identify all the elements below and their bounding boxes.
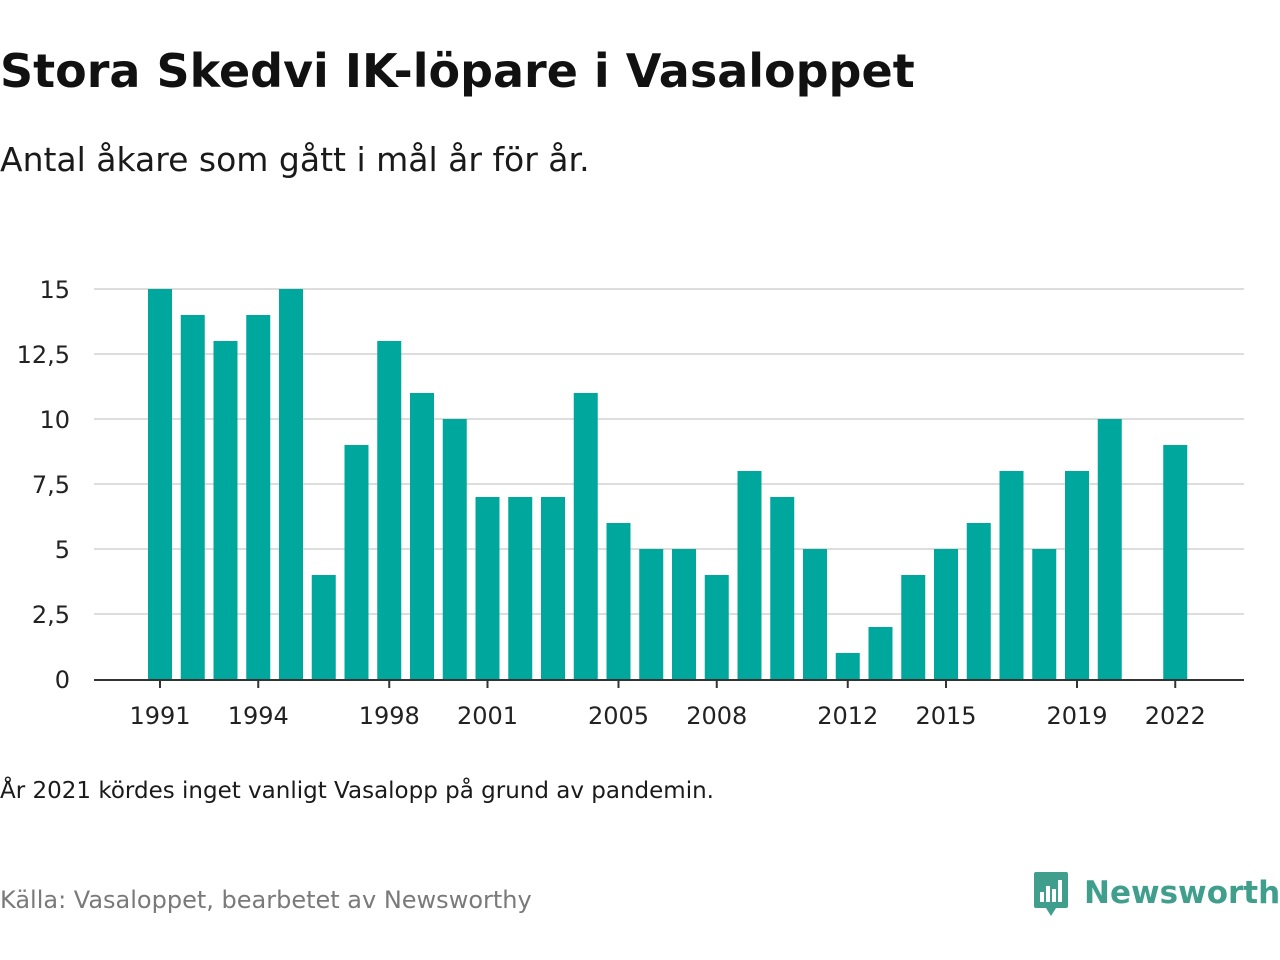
chart-title: Stora Skedvi IK-löpare i Vasaloppet (0, 44, 915, 98)
y-tick-label: 15 (39, 276, 70, 304)
x-tick-label: 2012 (817, 702, 878, 730)
y-tick-label: 7,5 (32, 471, 70, 499)
bar-2019 (1065, 471, 1089, 679)
x-tick-label: 2022 (1145, 702, 1206, 730)
bar-1994 (246, 315, 271, 679)
x-tick-label: 1994 (228, 702, 289, 730)
bar-2007 (672, 549, 696, 679)
chart-note: År 2021 kördes inget vanligt Vasalopp på… (0, 778, 714, 804)
y-tick-label: 12,5 (17, 341, 70, 369)
bar-1993 (213, 341, 238, 679)
brand[interactable]: Newsworthy (1032, 868, 1280, 918)
bar-2005 (606, 523, 631, 679)
bar-1997 (344, 445, 369, 679)
x-tick-label: 2001 (457, 702, 518, 730)
bar-2016 (966, 523, 991, 679)
bar-1992 (180, 315, 205, 679)
bar-2013 (868, 627, 893, 679)
bar-1999 (410, 393, 434, 679)
y-tick-label: 0 (55, 666, 70, 694)
x-tick-label: 1991 (129, 702, 190, 730)
bar-2009 (737, 471, 762, 679)
bar-1998 (377, 341, 402, 679)
x-tick-label: 2008 (686, 702, 747, 730)
bar-2014 (901, 575, 926, 679)
bars (148, 289, 1188, 679)
chart-subtitle: Antal åkare som gått i mål år för år. (0, 140, 590, 179)
brand-name: Newsworthy (1084, 875, 1280, 911)
bar-2022 (1163, 445, 1188, 679)
x-tick-label: 1998 (359, 702, 420, 730)
bar-2003 (541, 497, 565, 679)
bar-2000 (442, 419, 467, 679)
axes: 0 2,5 5 7,5 10 12,5 15 1991 1994 1998 2001 2005 2008… (17, 276, 1244, 730)
bar-2018 (1032, 549, 1057, 679)
x-tick-label: 2019 (1046, 702, 1107, 730)
y-tick-label: 10 (39, 406, 70, 434)
bar-2012 (835, 653, 860, 679)
newsworthy-logo-icon (1034, 872, 1068, 916)
x-tick-label: 2015 (915, 702, 976, 730)
bar-2020 (1097, 419, 1122, 679)
bar-1996 (311, 575, 336, 679)
bar-2015 (934, 549, 958, 679)
y-tick-label: 2,5 (32, 601, 70, 629)
bar-2002 (508, 497, 533, 679)
y-tick-label: 5 (55, 536, 70, 564)
source-text: Källa: Vasaloppet, bearbetet av Newswort… (0, 886, 532, 914)
bar-1995 (279, 289, 303, 679)
bar-chart: 0 2,5 5 7,5 10 12,5 15 1991 1994 1998 2001 2005 2008… (17, 276, 1244, 730)
bar-2006 (639, 549, 664, 679)
bar-2004 (573, 393, 598, 679)
x-tick-label: 2005 (588, 702, 649, 730)
bar-2017 (999, 471, 1024, 679)
bar-2010 (770, 497, 795, 679)
bar-2008 (704, 575, 729, 679)
bar-2011 (803, 549, 827, 679)
bar-2001 (475, 497, 500, 679)
bar-1991 (148, 289, 172, 679)
